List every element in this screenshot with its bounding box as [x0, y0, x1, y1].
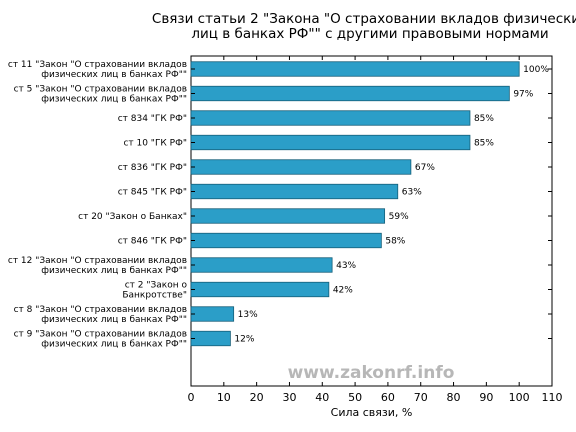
- x-tick-label: 90: [479, 391, 493, 404]
- category-label: физических лиц в банках РФ"": [41, 70, 187, 80]
- bar: [190, 134, 471, 151]
- bar: [190, 257, 333, 273]
- x-tick-label: 10: [217, 391, 231, 404]
- data-label: 58%: [385, 237, 405, 247]
- data-label: 12%: [234, 335, 254, 345]
- bar: [190, 183, 399, 200]
- x-tick-label: 30: [282, 391, 296, 404]
- data-label: 63%: [402, 188, 422, 198]
- category-label: Банкротстве": [122, 291, 187, 301]
- chart-title-line: Связи статьи 2 "Закона "О страховании вк…: [152, 11, 576, 27]
- x-tick-label: 70: [414, 391, 428, 404]
- data-label: 85%: [474, 139, 494, 149]
- bars: 100% 97% 85% 85% 67% 63% 59% 58% 43% 42% 13% 12%: [190, 61, 549, 347]
- bar: [190, 330, 231, 347]
- category-label: ст 10 "ГК РФ": [123, 139, 187, 149]
- x-tick-label: 60: [381, 391, 395, 404]
- category-label: физических лиц в банках РФ"": [41, 266, 187, 276]
- category-label: ст 846 "ГК РФ": [118, 237, 187, 247]
- x-tick-label: 0: [188, 391, 195, 404]
- chart-title: Связи статьи 2 "Закона "О страховании вк…: [152, 11, 576, 42]
- data-label: 67%: [415, 163, 435, 173]
- x-tick-label: 110: [542, 391, 563, 404]
- x-tick-label: 100: [509, 391, 530, 404]
- category-label: ст 9 "Закон "О страховании вкладов: [14, 330, 187, 340]
- x-axis-label: Сила связи, %: [331, 406, 413, 419]
- category-label: ст 8 "Закон "О страховании вкладов: [14, 305, 187, 315]
- data-label: 59%: [389, 212, 409, 222]
- data-label: 97%: [513, 90, 533, 100]
- category-label: ст 20 "Закон о Банках": [78, 212, 187, 222]
- data-label: 85%: [474, 114, 494, 124]
- x-tick-label: 50: [348, 391, 362, 404]
- x-tick-label: 40: [315, 391, 329, 404]
- bar: [190, 85, 510, 102]
- category-label: ст 845 "ГК РФ": [118, 188, 187, 198]
- x-axis-ticks: 0 10 20 30 40 50 60 70 80 90 100 110: [188, 56, 563, 404]
- bar: [190, 159, 412, 175]
- category-label: ст 836 "ГК РФ": [118, 163, 187, 173]
- bar: [190, 61, 520, 77]
- bar: [190, 110, 471, 126]
- chart-title-line: лиц в банках РФ"" с другими правовыми но…: [191, 26, 548, 42]
- category-label: ст 11 "Закон "О страховании вкладов: [8, 60, 187, 70]
- watermark: www.zakonrf.info: [288, 363, 455, 383]
- data-label: 43%: [336, 261, 356, 271]
- category-label: физических лиц в банках РФ"": [41, 315, 187, 325]
- bar: [190, 306, 235, 322]
- data-label: 42%: [333, 286, 353, 296]
- category-label: ст 12 "Закон "О страховании вкладов: [8, 256, 187, 266]
- category-label: физических лиц в банках РФ"": [41, 340, 187, 350]
- data-label: 13%: [238, 310, 258, 320]
- category-label: ст 5 "Закон "О страховании вкладов: [14, 85, 187, 95]
- x-tick-label: 80: [447, 391, 461, 404]
- x-tick-label: 20: [250, 391, 264, 404]
- bar: [190, 232, 382, 249]
- category-label: ст 834 "ГК РФ": [118, 114, 187, 124]
- category-label: ст 2 "Закон о: [125, 281, 188, 291]
- bar: [190, 281, 330, 298]
- y-axis-categories: ст 11 "Закон "О страховании вкладовфизич…: [8, 60, 552, 350]
- category-label: физических лиц в банках РФ"": [41, 95, 187, 105]
- data-label: 100%: [523, 65, 549, 75]
- bar: [190, 208, 386, 224]
